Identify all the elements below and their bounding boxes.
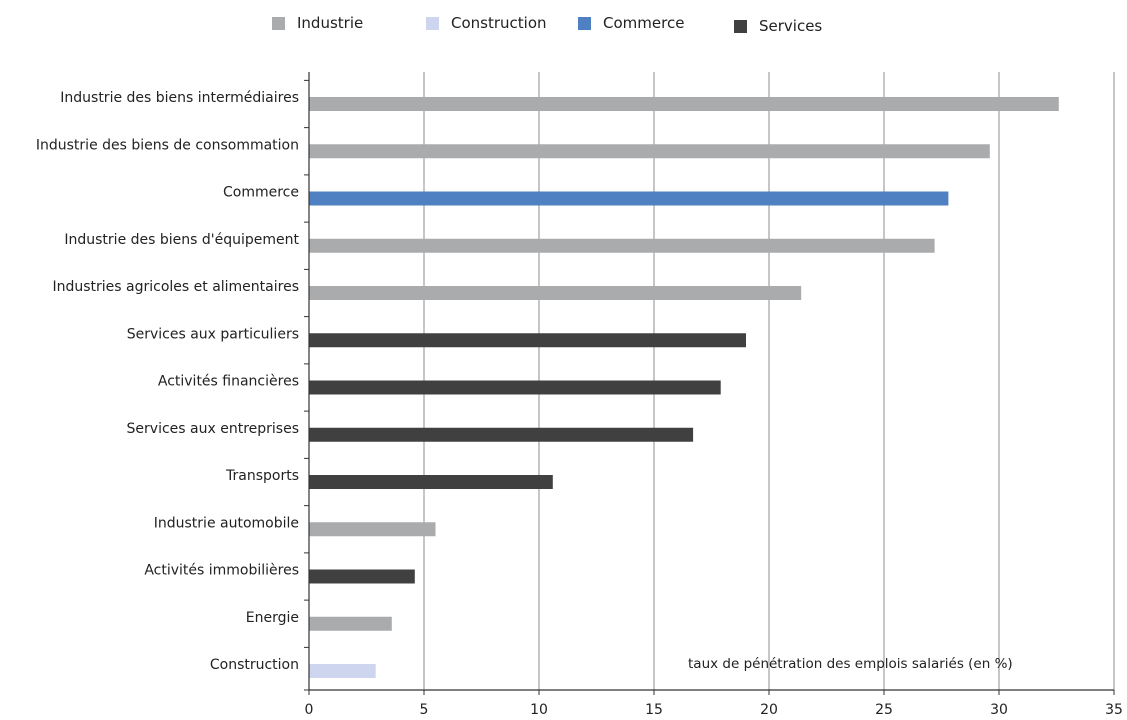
category-label-industries-agricoles-et-alimentaires: Industries agricoles et alimentaires	[52, 279, 299, 295]
bar-industries-agricoles-et-alimentaires	[309, 286, 802, 300]
legend-item-services: Services	[734, 17, 822, 35]
bar-activites-financieres	[309, 380, 721, 395]
legend-label-industrie: Industrie	[297, 14, 364, 32]
legend-swatch-industrie	[272, 16, 285, 30]
bar-services-aux-entreprises	[309, 427, 694, 442]
legend-label-commerce: Commerce	[603, 14, 685, 32]
x-tick-label-30: 30	[990, 702, 1008, 718]
legend-swatch-services	[734, 19, 747, 33]
legend-label-services: Services	[759, 17, 823, 35]
bar-industrie-automobile	[309, 522, 436, 537]
bar-industrie-des-biens-intermediaires	[309, 97, 1059, 111]
legend-item-construction: Construction	[426, 14, 547, 32]
x-tick-label-10: 10	[530, 702, 548, 718]
chart-annotation: taux de pénétration des emplois salariés…	[688, 656, 1013, 672]
category-label-energie: Energie	[246, 610, 299, 626]
legend-swatch-commerce	[578, 16, 591, 30]
bar-activites-immobilieres	[309, 569, 415, 584]
category-label-services-aux-entreprises: Services aux entreprises	[127, 421, 299, 437]
legend: Industrie Construction Commerce Services	[0, 14, 1127, 38]
category-label-industrie-automobile: Industrie automobile	[154, 515, 299, 531]
bar-services-aux-particuliers	[309, 333, 746, 348]
category-label-industrie-des-biens-de-consommation: Industrie des biens de consommation	[36, 137, 299, 153]
category-label-activites-financieres: Activités financières	[158, 374, 299, 390]
x-tick-label-35: 35	[1105, 702, 1123, 718]
bar-industrie-des-biens-de-consommation	[309, 144, 990, 159]
x-tick-label-15: 15	[645, 702, 663, 718]
category-label-industrie-des-biens-intermediaires: Industrie des biens intermédiaires	[60, 90, 299, 106]
category-label-transports: Transports	[225, 468, 299, 484]
legend-item-industrie: Industrie	[272, 14, 363, 32]
x-tick-label-20: 20	[760, 702, 778, 718]
legend-item-commerce: Commerce	[578, 14, 684, 32]
category-label-activites-immobilieres: Activités immobilières	[144, 563, 299, 579]
bar-construction	[309, 664, 376, 678]
bar-energie	[309, 616, 392, 631]
bar-industrie-des-biens-d-equipement	[309, 238, 935, 253]
x-tick-label-5: 5	[420, 702, 429, 718]
x-tick-label-0: 0	[305, 702, 314, 718]
x-tick-label-25: 25	[875, 702, 893, 718]
bar-transports	[309, 475, 553, 489]
bar-commerce	[309, 191, 949, 206]
legend-label-construction: Construction	[451, 14, 547, 32]
category-label-construction: Construction	[210, 657, 299, 673]
category-label-commerce: Commerce	[223, 185, 299, 201]
category-label-services-aux-particuliers: Services aux particuliers	[127, 326, 299, 342]
legend-swatch-construction	[426, 16, 439, 30]
category-label-industrie-des-biens-d-equipement: Industrie des biens d'équipement	[64, 232, 299, 248]
